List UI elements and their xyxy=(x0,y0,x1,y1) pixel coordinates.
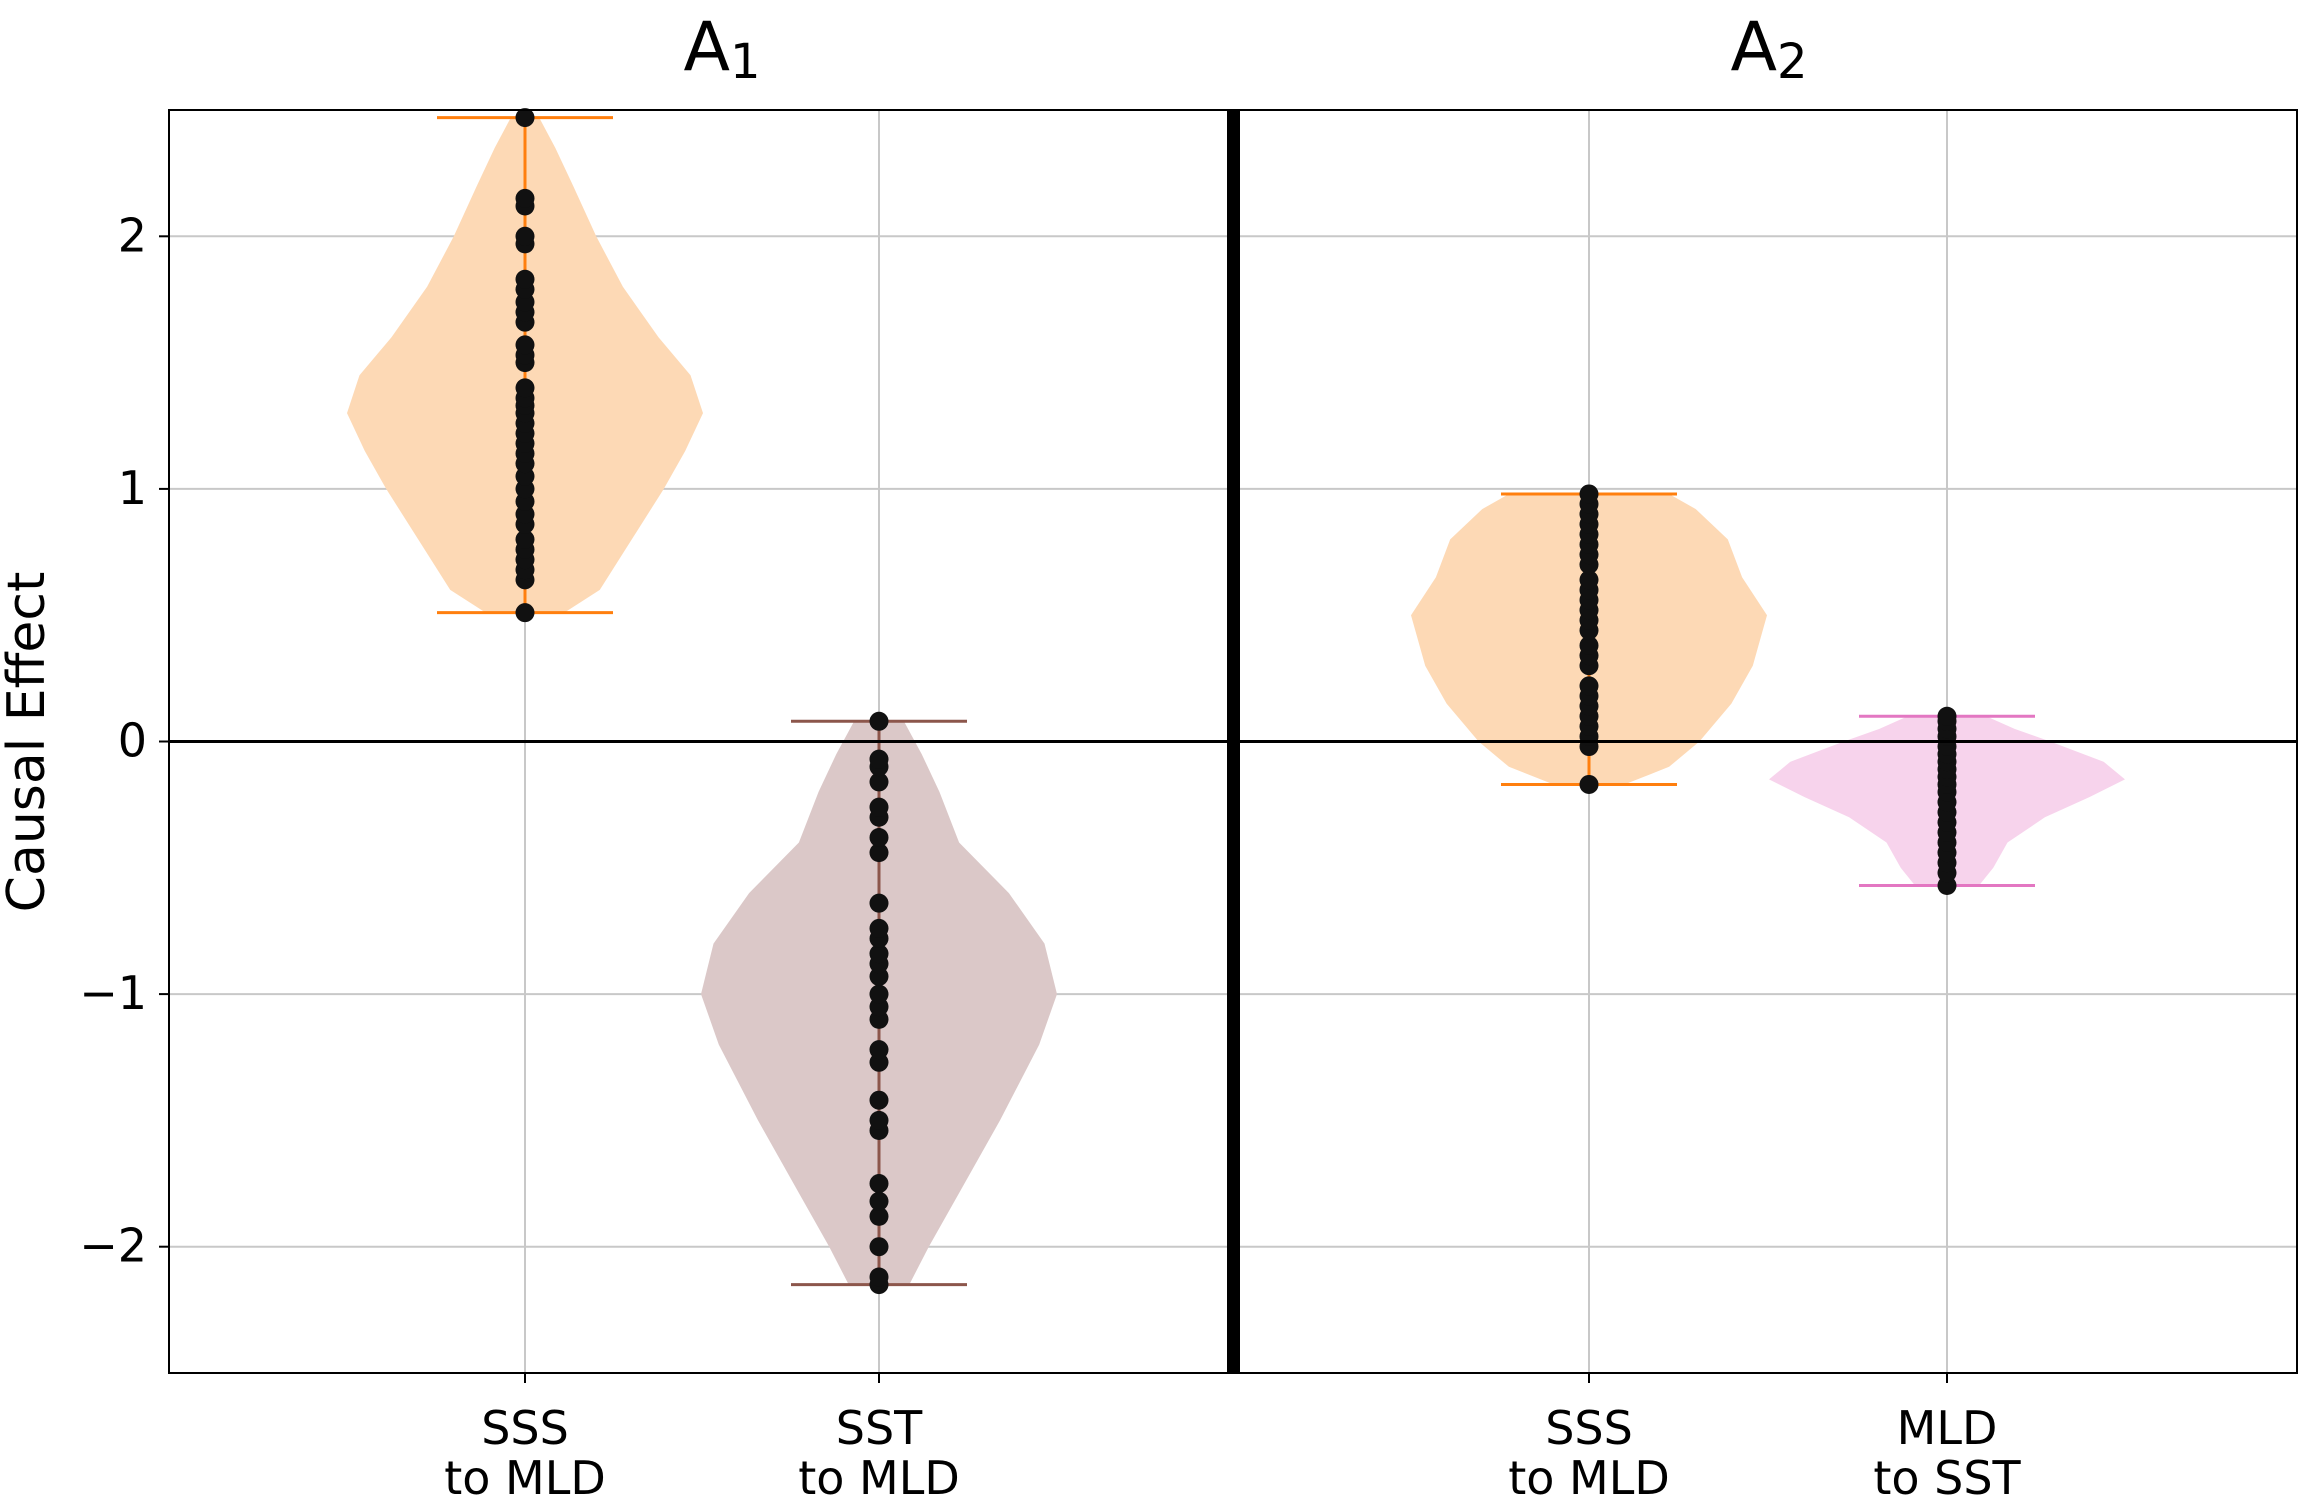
data-point-25 xyxy=(869,772,889,792)
data-point-33 xyxy=(515,108,535,128)
x-tick-label-line1: SSS xyxy=(481,1401,569,1455)
x-tick-label-line1: SST xyxy=(836,1401,923,1455)
panel-title-main: A xyxy=(1730,8,1777,87)
violin-2-2 xyxy=(1769,706,2125,895)
data-point-11 xyxy=(869,1040,889,1060)
data-point-30 xyxy=(515,226,535,246)
y-tick-label: 0 xyxy=(118,714,147,768)
data-point-23 xyxy=(515,335,535,355)
panel-title-2: A2 xyxy=(1730,8,1807,90)
y-tick-label: 2 xyxy=(118,208,147,262)
violin-1-1 xyxy=(347,108,703,623)
data-point-2 xyxy=(869,1267,889,1287)
x-tick-label-line1: SSS xyxy=(1545,1401,1633,1455)
data-point-17 xyxy=(869,944,889,964)
panel-title-main: A xyxy=(683,8,730,87)
data-point-28 xyxy=(515,269,535,289)
data-point-1 xyxy=(1579,774,1599,794)
data-point-20 xyxy=(1937,706,1957,726)
data-point-14 xyxy=(869,984,889,1004)
data-point-8 xyxy=(1579,676,1599,696)
data-point-3 xyxy=(869,1237,889,1257)
data-point-8 xyxy=(869,1110,889,1130)
data-point-4 xyxy=(869,1206,889,1226)
y-tick-label: 1 xyxy=(118,461,147,515)
violin-2-1 xyxy=(1411,484,1767,794)
x-tick-label-line2: to MLD xyxy=(1508,1451,1670,1497)
y-tick-label: −2 xyxy=(79,1219,147,1273)
data-point-6 xyxy=(869,1174,889,1194)
panel-title-subscript: 2 xyxy=(1777,34,1808,90)
y-tick-label: −1 xyxy=(79,966,147,1020)
x-tick-label-line1: MLD xyxy=(1897,1401,1998,1455)
data-point-5 xyxy=(869,1191,889,1211)
data-point-19 xyxy=(869,918,889,938)
data-point-6 xyxy=(515,529,535,549)
violin-layer xyxy=(347,108,2125,1295)
data-point-11 xyxy=(1579,636,1599,656)
x-tick-label-line2: to MLD xyxy=(444,1451,606,1497)
panel-title-1: A1 xyxy=(683,8,760,90)
y-axis-label: Causal Effect xyxy=(0,572,57,913)
panel-title-subscript: 1 xyxy=(730,34,761,90)
data-point-1 xyxy=(515,603,535,623)
data-point-22 xyxy=(869,827,889,847)
data-point-20 xyxy=(869,893,889,913)
data-point-9 xyxy=(869,1090,889,1110)
data-point-27 xyxy=(869,749,889,769)
violin-1-2 xyxy=(701,711,1057,1295)
data-point-25 xyxy=(1579,484,1599,504)
data-point-28 xyxy=(869,711,889,731)
axis-layer xyxy=(159,109,2298,1383)
x-tick-label-line2: to MLD xyxy=(798,1451,960,1497)
data-point-21 xyxy=(869,843,889,863)
data-point-17 xyxy=(1579,570,1599,590)
x-tick-label-line2: to SST xyxy=(1873,1451,2021,1497)
data-point-24 xyxy=(869,797,889,817)
panel-separator xyxy=(1227,110,1240,1373)
data-point-20 xyxy=(515,378,535,398)
data-point-32 xyxy=(515,188,535,208)
